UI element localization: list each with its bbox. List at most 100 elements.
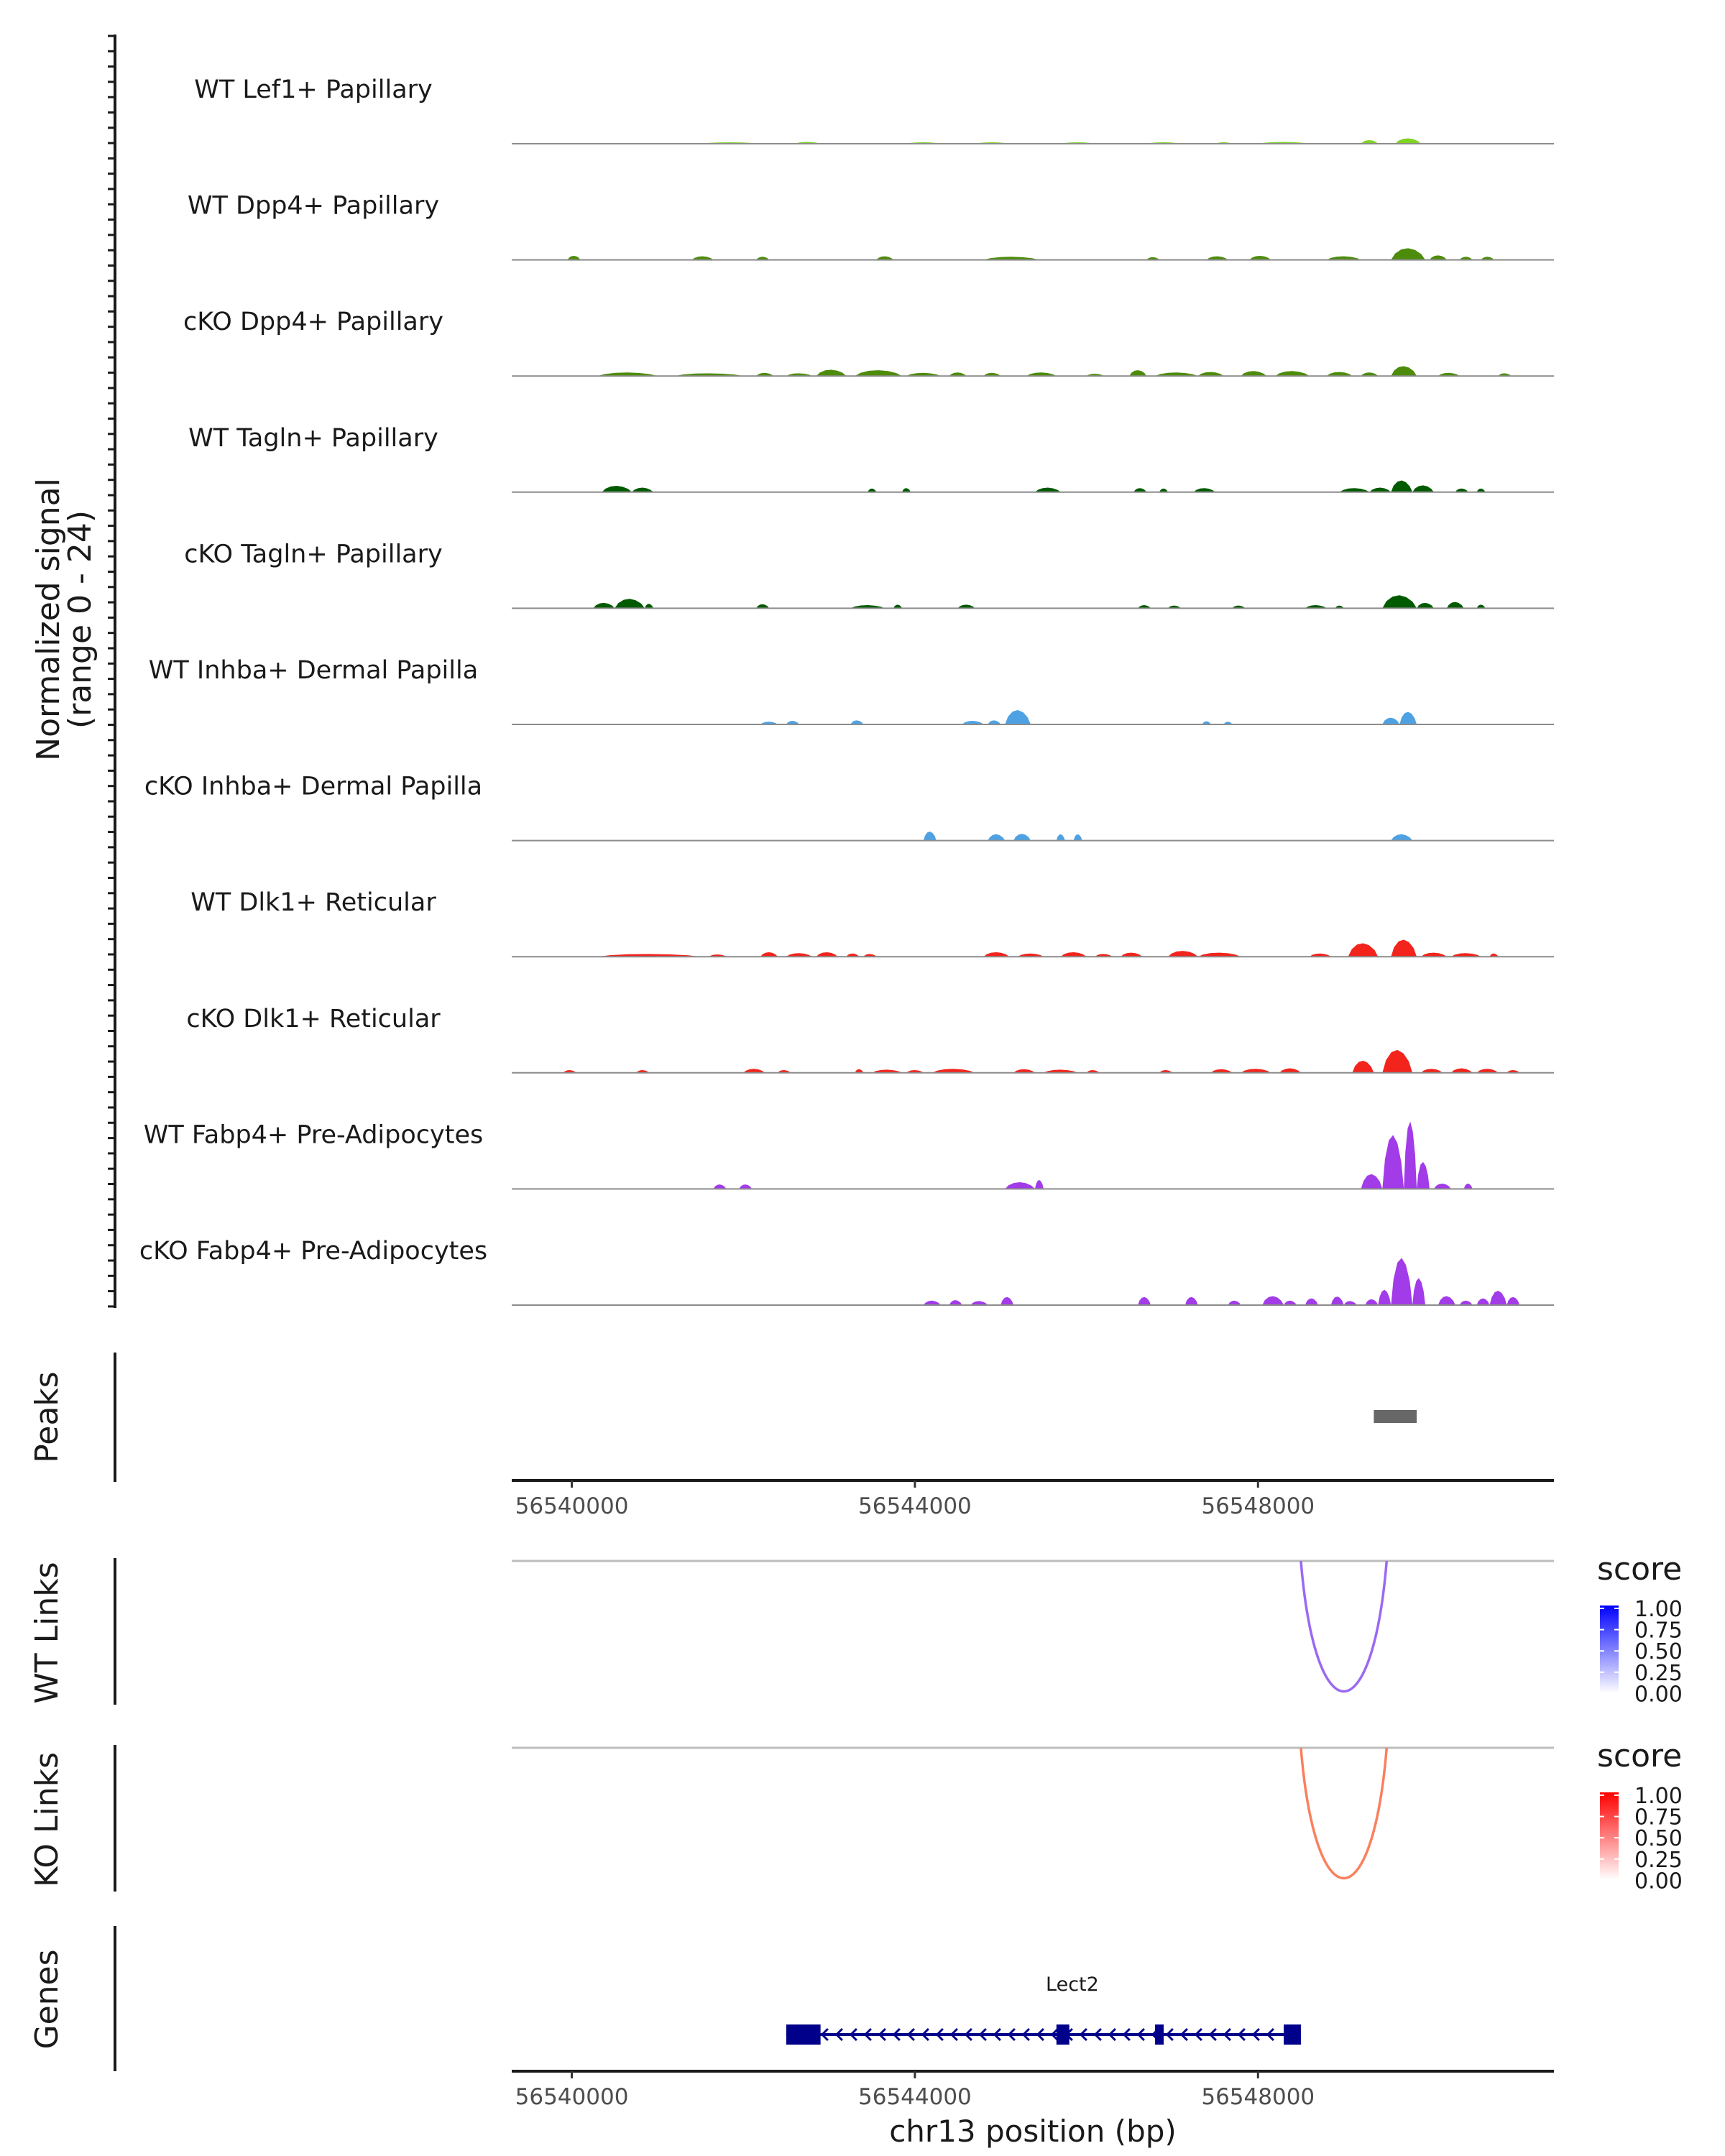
coverage-signal-peak xyxy=(983,257,1039,260)
legend-tick-label: 0.50 xyxy=(1634,1826,1683,1851)
coverage-signal-peak xyxy=(923,831,937,841)
coverage-signal-peak xyxy=(1348,943,1379,957)
score-legend: score 1.000.750.500.250.00 xyxy=(1597,1551,1683,1707)
x-tick-label: 56544000 xyxy=(858,2084,972,2110)
legend-tick-label: 0.00 xyxy=(1634,1869,1683,1894)
coverage-signal-peak xyxy=(1450,1068,1473,1073)
peaks-label: Peaks xyxy=(29,1371,65,1462)
legend-tick-label: 0.00 xyxy=(1634,1682,1683,1707)
strand-arrow xyxy=(921,2027,929,2042)
coverage-signal-peak xyxy=(1489,1291,1507,1305)
coverage-signal-peak xyxy=(1455,488,1468,492)
peaks-x-axis: 56540000 56544000 56548000 xyxy=(515,1480,1315,1519)
coverage-signal-peak xyxy=(1159,488,1168,492)
strand-arrow xyxy=(1251,2027,1260,2042)
links-label: KO Links xyxy=(29,1752,65,1887)
coverage-track: cKO Dpp4+ Papillary xyxy=(183,308,1554,377)
coverage-signal-peak xyxy=(1060,952,1087,957)
coverage-signal-peak xyxy=(1476,488,1486,492)
coverage-signal-peak xyxy=(893,604,902,609)
legend-tick-label: 0.25 xyxy=(1634,1661,1683,1686)
coverage-signal-peak xyxy=(1043,1069,1078,1073)
strand-arrow xyxy=(892,2027,901,2042)
strand-arrow xyxy=(1136,2027,1145,2042)
coverage-signal-peak xyxy=(988,834,1006,841)
strand-arrow xyxy=(906,2027,915,2042)
coverage-signal-peak xyxy=(1262,1296,1284,1305)
coverage-signal-peak xyxy=(962,721,984,724)
strand-arrow xyxy=(964,2027,972,2042)
strand-arrow xyxy=(1223,2027,1231,2042)
legend-tick-label: 0.75 xyxy=(1634,1618,1683,1644)
coverage-signal-peak xyxy=(970,1301,988,1305)
coverage-signal-peak xyxy=(1417,602,1434,609)
coverage-signal-peak xyxy=(1206,256,1228,260)
coverage-signal-peak xyxy=(1433,1183,1451,1189)
coverage-signal-peak xyxy=(1155,372,1198,377)
coverage-signal-peak xyxy=(1391,366,1417,377)
coverage-signal-peak xyxy=(1249,256,1271,260)
coverage-track: WT Inhba+ Dermal Papilla xyxy=(149,656,1554,725)
coverage-track: WT Dlk1+ Reticular xyxy=(190,888,1554,958)
coverage-signal-peak xyxy=(1000,1296,1014,1305)
strand-arrow xyxy=(1122,2027,1131,2042)
coverage-signal-peak xyxy=(1382,717,1400,724)
legend-title: score xyxy=(1597,1738,1682,1774)
strand-arrow xyxy=(993,2027,1001,2042)
legend-tick-label: 0.50 xyxy=(1634,1639,1683,1664)
gene-exon xyxy=(1056,2024,1070,2045)
coverage-signal-peak xyxy=(1391,939,1417,957)
coverage-signal-peak xyxy=(691,256,714,260)
coverage-signal-peak xyxy=(1168,951,1198,957)
coverage-signal-peak xyxy=(756,372,773,377)
strand-arrow xyxy=(978,2027,987,2042)
coverage-signal-peak xyxy=(1138,605,1151,609)
coverage-signal-peak xyxy=(855,1069,864,1073)
coverage-track: cKO Dlk1+ Reticular xyxy=(186,1005,1554,1074)
track-label: WT Fabp4+ Pre-Adipocytes xyxy=(144,1120,483,1149)
coverage-signal-peak xyxy=(1326,256,1361,260)
strand-arrow xyxy=(1237,2027,1246,2042)
coverage-track: WT Tagln+ Papillary xyxy=(188,424,1554,493)
coverage-signal-peak xyxy=(1459,257,1473,260)
coverage-signal-peak xyxy=(713,1184,727,1189)
coverage-signal-peak xyxy=(1391,834,1413,841)
coverage-signal-peak xyxy=(1129,370,1147,377)
coverage-signal-peak xyxy=(1309,953,1331,957)
coverage-signal-peak xyxy=(868,488,877,492)
gene-model: Lect2 xyxy=(786,1973,1301,2045)
genes-x-axis: 56540000 56544000 56548000 xyxy=(515,2071,1315,2110)
coverage-signal-peak xyxy=(1395,138,1421,144)
coverage-signal-peak xyxy=(1013,834,1031,841)
coverage-signal-peak xyxy=(1133,488,1147,492)
coverage-signal-peak xyxy=(1035,487,1061,492)
x-tick-label: 56548000 xyxy=(1201,1493,1315,1519)
coverage-track: cKO Fabp4+ Pre-Adipocytes xyxy=(139,1237,1554,1306)
strand-arrow xyxy=(878,2027,886,2042)
track-label: cKO Inhba+ Dermal Papilla xyxy=(144,773,482,801)
coverage-signal-peak xyxy=(1412,1278,1425,1305)
coverage-signal-peak xyxy=(1026,372,1057,377)
track-label: WT Dlk1+ Reticular xyxy=(190,888,436,917)
coverage-signal-peak xyxy=(906,372,941,377)
coverage-signal-peak xyxy=(1241,371,1267,377)
coverage-signal-peak xyxy=(1073,834,1082,841)
coverage-signal-peak xyxy=(1430,255,1447,260)
coverage-signal-peak xyxy=(1284,1300,1297,1305)
coverage-signal-peak xyxy=(1378,1289,1392,1305)
strand-arrow xyxy=(834,2027,843,2042)
coverage-signal-peak xyxy=(593,602,615,609)
coverage-signal-peak xyxy=(1476,1298,1490,1305)
strand-arrow xyxy=(1208,2027,1217,2042)
coverage-signal-peak xyxy=(1275,371,1310,377)
coverage-signal-peak xyxy=(850,605,886,609)
coverage-signal-peak xyxy=(786,953,812,957)
coverage-signal-peak xyxy=(1421,1069,1443,1073)
coverage-tracks: WT Lef1+ Papillary WT Dpp4+ Papillary cKO … xyxy=(139,75,1554,1306)
legend-tick-label: 1.00 xyxy=(1634,1597,1683,1622)
coverage-signal-peak xyxy=(1506,1296,1520,1305)
coverage-panel: Normalized signal (range 0 - 24) WT Lef1… xyxy=(30,34,1554,1308)
coverage-signal-peak xyxy=(1382,595,1417,609)
coverage-signal-peak xyxy=(756,604,769,609)
x-tick-label: 56540000 xyxy=(515,1493,629,1519)
